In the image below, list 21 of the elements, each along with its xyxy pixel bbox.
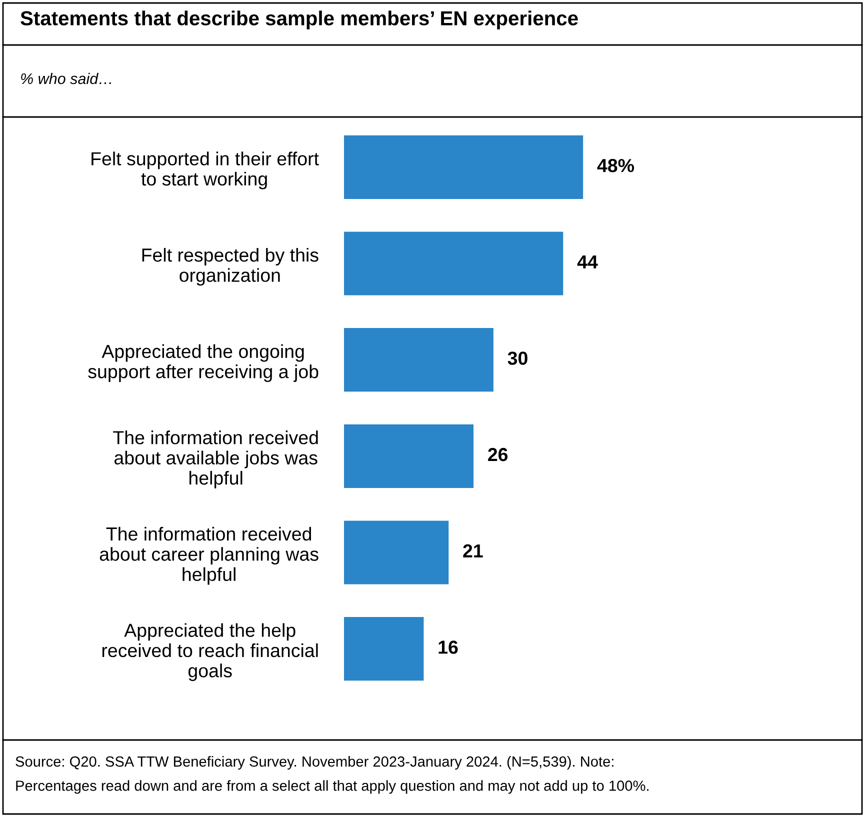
- bar: [344, 424, 474, 488]
- y-tick-label: Felt respected by this organization: [142, 248, 318, 286]
- bar: [344, 135, 584, 199]
- bar: [344, 328, 494, 392]
- bar: [344, 232, 564, 296]
- source-note: Source: Q20. SSA TTW Beneficiary Survey. November 2023-January 2024. (N=5,539). Note: Percentages read down and are from a select all that apply question and may not add up to 100%.: [16, 756, 648, 794]
- y-tick-label: The information received about career planning was helpful: [100, 526, 318, 585]
- data-label: 48%: [597, 158, 634, 172]
- data-label: 21: [463, 544, 483, 558]
- bar: [344, 617, 424, 681]
- y-tick-label: Appreciated the help received to reach financial goals: [102, 623, 318, 682]
- data-label: 44: [577, 255, 598, 268]
- y-tick-label: The information received about available jobs was helpful: [113, 430, 318, 488]
- data-label: 30: [508, 352, 528, 365]
- data-label: 26: [488, 448, 508, 462]
- text: % who said…: [21, 72, 111, 84]
- y-tick-label: Felt supported in their effort to start working: [92, 152, 319, 190]
- data-label: 16: [438, 640, 458, 654]
- y-tick-label: Appreciated the ongoing support after receiving a job: [88, 344, 318, 382]
- bar: [344, 520, 449, 584]
- chart-title: Statements that describe sample members’ EN experience: [20, 10, 578, 30]
